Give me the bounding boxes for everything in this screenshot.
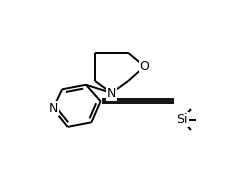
Text: O: O	[140, 60, 149, 73]
Text: N: N	[48, 102, 58, 115]
Text: N: N	[107, 86, 116, 100]
Text: Si: Si	[176, 113, 188, 126]
